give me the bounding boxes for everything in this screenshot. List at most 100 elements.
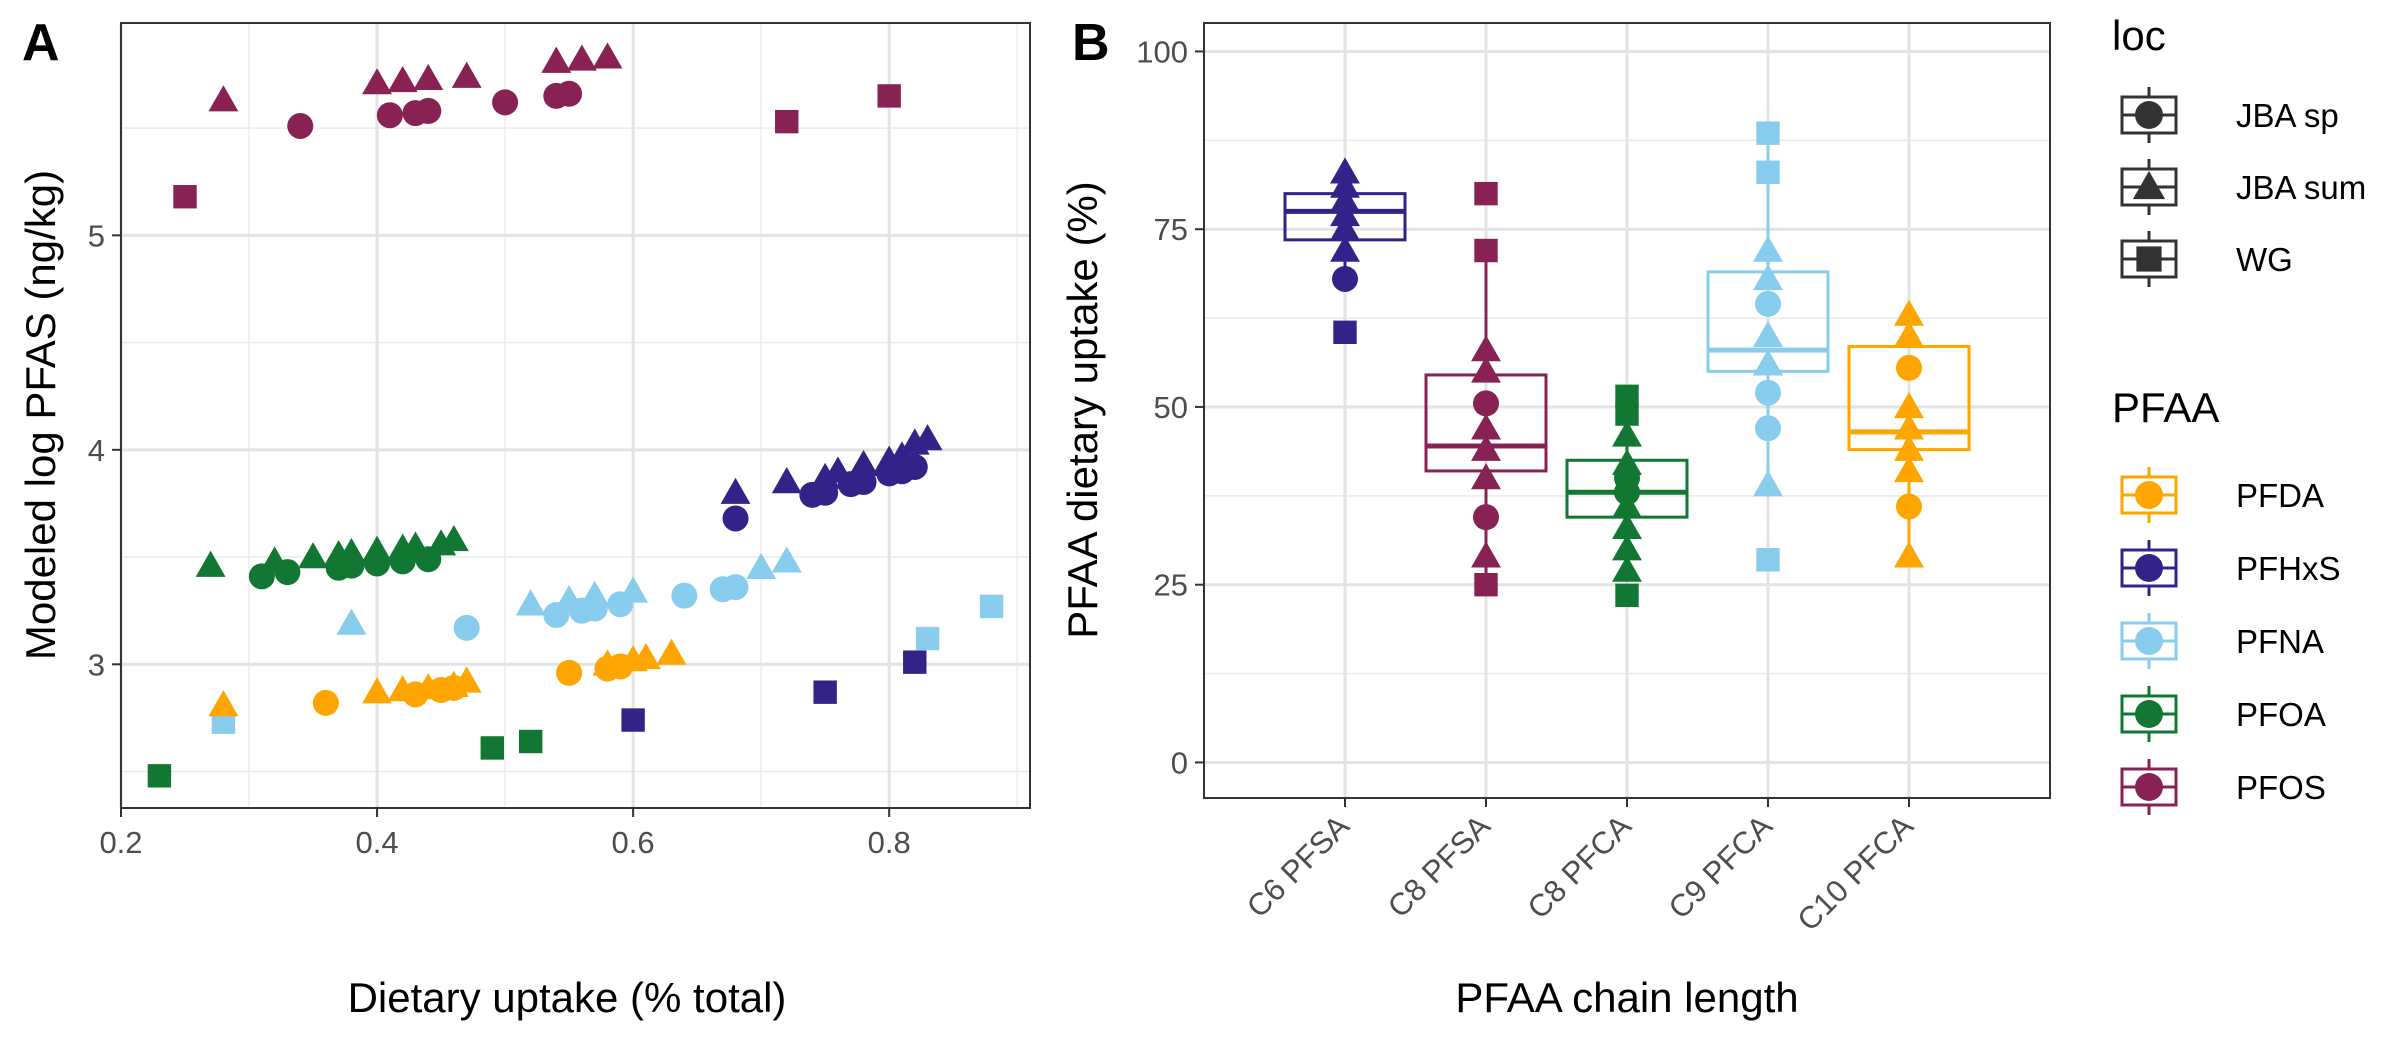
point-pfos	[1474, 238, 1498, 263]
point-pfos	[556, 80, 583, 107]
legend-key-circle	[2135, 101, 2163, 129]
box-pfna	[1706, 121, 1830, 572]
point-pfos	[1471, 413, 1501, 440]
point-pfos	[775, 109, 799, 134]
legend-label: JBA sp	[2236, 97, 2339, 134]
point-pfoa	[1612, 420, 1642, 447]
point-pfna	[1755, 379, 1781, 406]
legend-key-circle	[2135, 627, 2163, 655]
legend-key-circle	[2135, 554, 2163, 582]
panel-a-scatter: 0.2 0.4 0.6 0.8 3 4 5 Dietary uptake (% total)…	[17, 22, 1031, 1021]
panel-a-label: A	[22, 14, 60, 72]
panel-b-x-tick-label: C8 PFCA	[1521, 808, 1639, 926]
panel-b-x-title: PFAA chain length	[1455, 974, 1798, 1021]
legend-label: PFNA	[2236, 623, 2324, 660]
point-pfos	[541, 46, 572, 73]
panel-a-y-tick-label: 4	[88, 433, 105, 468]
point-pfos	[1473, 390, 1499, 417]
legend-key-circle	[2135, 700, 2163, 728]
point-pfhxs	[1330, 171, 1360, 198]
point-pfhxs	[1330, 235, 1360, 262]
legend-loc-item: WG	[2120, 231, 2293, 287]
box-pfda	[1847, 299, 1971, 568]
panel-a-x-title: Dietary uptake (% total)	[348, 974, 787, 1021]
panel-b-y-tick-label: 50	[1154, 390, 1188, 425]
panel-b-y-tick-label: 100	[1136, 34, 1188, 69]
point-pfna	[671, 582, 698, 609]
panel-a-y-title: Modeled log PFAS (ng/kg)	[17, 170, 64, 660]
legend-loc-items: JBA sp JBA sum WG	[2120, 87, 2366, 287]
point-pfhxs	[1333, 320, 1357, 344]
point-pfos	[376, 102, 403, 129]
point-pfoa	[298, 542, 328, 569]
panel-b-boxes	[1283, 121, 1971, 608]
legend-pfaa-item: PFDA	[2120, 467, 2324, 523]
point-pfos	[1471, 541, 1501, 568]
point-pfda	[1894, 391, 1924, 419]
point-pfda	[1894, 434, 1924, 461]
point-pfoa	[1615, 583, 1639, 608]
point-pfna	[607, 591, 634, 618]
point-pfhxs	[1330, 157, 1360, 184]
panel-b-x-tick-label: C10 PFCA	[1790, 808, 1920, 938]
legend-loc-item: JBA sum	[2120, 159, 2366, 215]
panel-a-border	[120, 22, 1031, 809]
point-pfhxs	[771, 467, 802, 494]
point-pfna	[211, 710, 236, 734]
point-pfhxs	[901, 453, 928, 480]
point-pfhxs	[903, 650, 927, 674]
panel-b-boxplot: 0 25 50 75 100 C6 PFSA C8 PFSA C8 PFCA C9 PFCA C1…	[1059, 22, 2051, 1021]
legend-loc-item: JBA sp	[2120, 87, 2339, 143]
panel-b-y-title: PFAA dietary uptake (%)	[1059, 181, 1106, 639]
point-pfna	[1755, 290, 1781, 317]
point-pfos	[287, 112, 314, 139]
point-pfos	[415, 97, 442, 124]
point-pfos	[1471, 434, 1501, 461]
point-pfda	[440, 674, 467, 701]
point-pfoa	[195, 550, 226, 577]
point-pfna	[1756, 160, 1780, 185]
panel-a-x-tick-label: 0.8	[868, 825, 911, 860]
point-pfoa	[147, 764, 172, 788]
point-pfhxs	[850, 468, 877, 495]
legend-key-circle	[2135, 481, 2163, 509]
legend-key-circle	[2135, 773, 2163, 801]
point-pfoa	[480, 736, 504, 760]
box-pfoa	[1565, 384, 1689, 608]
point-pfoa	[438, 524, 469, 552]
point-pfda	[1894, 299, 1924, 326]
point-pfna	[1753, 320, 1783, 348]
point-pfna	[722, 574, 749, 601]
panel-b-x-tick-label: C9 PFCA	[1662, 808, 1780, 926]
point-pfos	[1473, 504, 1499, 531]
point-pfhxs	[1332, 265, 1358, 292]
point-pfna	[1753, 235, 1783, 262]
point-pfda	[402, 681, 429, 708]
point-pfoa	[415, 546, 442, 573]
point-pfoa	[1612, 555, 1642, 582]
point-pfos	[413, 63, 444, 90]
panel-a-y-tick-label: 3	[88, 647, 105, 682]
point-pfoa	[518, 729, 543, 754]
point-pfhxs	[720, 477, 751, 504]
point-pfhxs	[813, 680, 837, 704]
point-pfda	[312, 689, 339, 716]
legend-loc-title: loc	[2112, 12, 2166, 59]
point-pfna	[1753, 470, 1783, 497]
point-pfhxs	[1330, 185, 1360, 212]
panel-a-points	[147, 42, 1004, 788]
panel-a-grid	[119, 23, 1030, 808]
point-pfna	[1756, 548, 1780, 572]
panel-b-y-tick-label: 25	[1154, 568, 1188, 603]
point-pfda	[607, 653, 634, 680]
point-pfoa	[274, 559, 301, 586]
point-pfhxs	[1330, 200, 1360, 227]
legend-pfaa-title: PFAA	[2112, 384, 2219, 431]
panel-a-y-tick-label: 5	[88, 218, 105, 253]
point-pfos	[451, 61, 482, 88]
panel-a-x-tick-label: 0.2	[99, 825, 142, 860]
point-pfoa	[389, 548, 416, 575]
panel-b-y-tick-label: 0	[1171, 745, 1188, 780]
point-pfoa	[1612, 512, 1642, 540]
